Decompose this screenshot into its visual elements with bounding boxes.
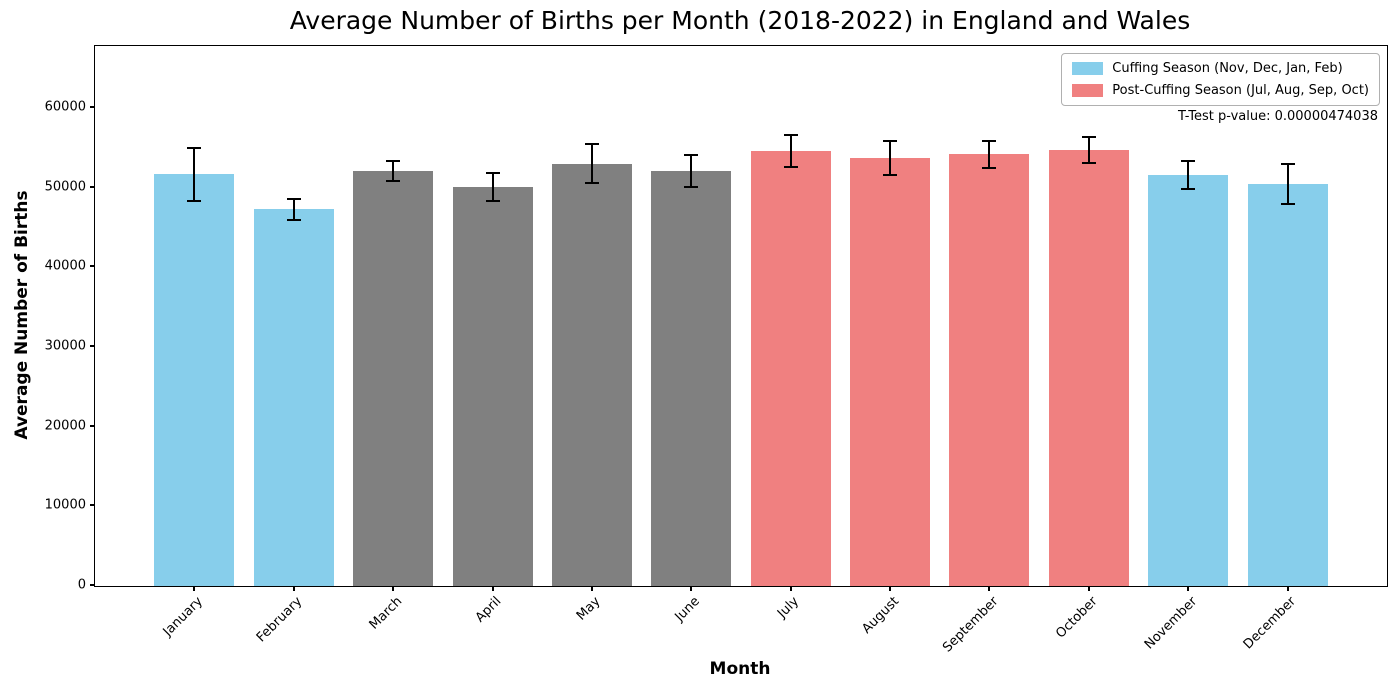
error-bar-january <box>187 146 202 202</box>
bar-october <box>1048 150 1129 586</box>
error-bar-july <box>783 134 798 169</box>
bar-november <box>1148 175 1229 586</box>
bar-september <box>949 154 1030 586</box>
y-tick-mark <box>90 106 94 109</box>
x-tick-mark <box>1286 587 1289 591</box>
bar-february <box>253 209 334 586</box>
y-tick-mark <box>90 584 94 586</box>
x-tick-label: October <box>1053 594 1101 642</box>
error-bar-november <box>1181 160 1196 190</box>
bar-march <box>353 171 434 586</box>
error-bar-september <box>982 139 997 169</box>
bar-june <box>651 171 732 586</box>
bar-december <box>1247 183 1328 586</box>
x-tick-mark <box>392 587 395 591</box>
y-tick-label: 60000 <box>44 99 86 115</box>
x-tick-mark <box>491 587 494 591</box>
x-axis-label: Month <box>709 659 771 679</box>
x-tick-label: January <box>160 594 206 640</box>
x-tick-mark <box>193 587 196 591</box>
legend-label-cuffing: Cuffing Season (Nov, Dec, Jan, Feb) <box>1112 61 1343 76</box>
error-bar-august <box>883 140 898 177</box>
x-tick-mark <box>292 587 295 591</box>
x-tick-mark <box>590 587 593 591</box>
error-bar-june <box>684 154 699 188</box>
x-tick-mark <box>1187 587 1190 591</box>
chart-title: Average Number of Births per Month (2018… <box>289 6 1191 35</box>
y-tick-mark <box>90 185 94 188</box>
y-tick-mark <box>90 504 94 507</box>
x-tick-label: November <box>1141 594 1200 653</box>
legend-item-cuffing: Cuffing Season (Nov, Dec, Jan, Feb) <box>1072 61 1369 76</box>
x-tick-label: May <box>573 594 604 624</box>
x-tick-label: June <box>672 594 703 625</box>
y-tick-label: 0 <box>77 577 86 593</box>
x-tick-mark <box>988 587 991 591</box>
x-tick-mark <box>789 587 792 591</box>
legend-swatch-post-cuffing-icon <box>1072 84 1104 97</box>
x-tick-label: August <box>858 594 902 637</box>
x-tick-label: September <box>939 594 1002 656</box>
x-tick-mark <box>1087 587 1090 591</box>
bar-may <box>551 163 632 586</box>
y-tick-mark <box>90 424 94 427</box>
bar-april <box>452 186 533 586</box>
y-tick-label: 30000 <box>44 338 86 354</box>
bars-layer <box>95 46 1387 586</box>
error-bar-may <box>584 143 599 185</box>
bar-july <box>750 151 831 586</box>
error-bar-february <box>286 197 301 221</box>
legend-swatch-cuffing-icon <box>1072 62 1104 75</box>
x-tick-mark <box>690 587 693 591</box>
x-tick-mark <box>889 587 892 591</box>
y-tick-mark <box>90 265 94 268</box>
y-axis-label: Average Number of Births <box>12 190 32 440</box>
bar-january <box>154 174 235 586</box>
legend-item-post-cuffing: Post-Cuffing Season (Jul, Aug, Sep, Oct) <box>1072 83 1369 98</box>
error-bar-april <box>485 172 500 202</box>
x-tick-label: February <box>254 594 306 646</box>
x-tick-label: April <box>472 594 505 626</box>
error-bar-december <box>1280 162 1295 205</box>
x-tick-label: March <box>366 594 405 633</box>
y-tick-label: 20000 <box>44 418 86 434</box>
error-bar-march <box>386 160 401 182</box>
bar-august <box>850 158 931 586</box>
y-tick-label: 40000 <box>44 258 86 274</box>
error-bar-october <box>1081 136 1096 165</box>
y-tick-label: 50000 <box>44 179 86 195</box>
p-value-annotation: T-Test p-value: 0.00000474038 <box>1178 109 1378 124</box>
x-tick-label: December <box>1240 594 1300 653</box>
plot-area: Cuffing Season (Nov, Dec, Jan, Feb) Post… <box>94 45 1388 587</box>
y-tick-label: 10000 <box>44 497 86 513</box>
y-tick-mark <box>90 345 94 348</box>
x-tick-label: July <box>775 594 803 622</box>
legend-label-post-cuffing: Post-Cuffing Season (Jul, Aug, Sep, Oct) <box>1112 83 1369 98</box>
legend: Cuffing Season (Nov, Dec, Jan, Feb) Post… <box>1061 53 1380 106</box>
